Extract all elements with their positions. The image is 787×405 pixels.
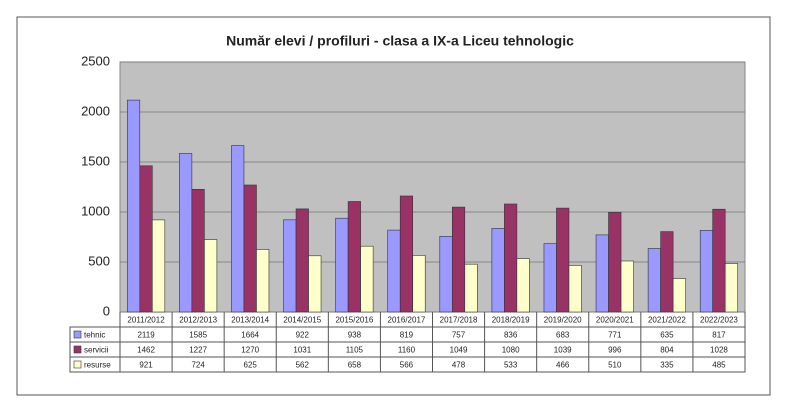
table-value: 658 xyxy=(348,361,362,370)
table-value: 1664 xyxy=(241,331,259,340)
bar xyxy=(360,245,374,313)
bar xyxy=(543,243,557,313)
bar xyxy=(231,145,245,313)
bar xyxy=(464,263,478,313)
bar xyxy=(139,165,153,313)
table-value: 1080 xyxy=(502,346,520,355)
x-tick-label: 2021/2022 xyxy=(648,316,686,325)
x-tick-label: 2022/2023 xyxy=(700,316,738,325)
bar xyxy=(399,195,414,313)
bar xyxy=(647,248,661,313)
bar xyxy=(516,258,530,313)
bar xyxy=(243,184,257,313)
table-value: 625 xyxy=(244,361,258,370)
table-value: 1031 xyxy=(293,346,311,355)
x-tick-label: 2017/2018 xyxy=(440,316,478,325)
table-value: 757 xyxy=(452,331,466,340)
bar xyxy=(712,208,726,313)
bar xyxy=(283,219,297,313)
bar xyxy=(620,260,634,313)
bar xyxy=(126,99,141,313)
table-value: 683 xyxy=(556,331,570,340)
table-value: 1585 xyxy=(189,331,207,340)
table-value: 635 xyxy=(660,331,674,340)
table-value: 478 xyxy=(452,361,466,370)
legend-swatch xyxy=(73,345,82,354)
plot-area xyxy=(119,61,746,313)
chart-title: Număr elevi / profiluri - clasa a IX-a L… xyxy=(226,33,574,49)
legend-label: servicii xyxy=(84,346,109,355)
x-tick-label: 2020/2021 xyxy=(596,316,634,325)
bar xyxy=(335,217,349,313)
table-value: 2119 xyxy=(137,331,155,340)
table-value: 724 xyxy=(191,361,205,370)
bar xyxy=(204,239,218,313)
table-value: 1160 xyxy=(398,346,416,355)
table-value: 1270 xyxy=(241,346,259,355)
bar xyxy=(504,203,518,313)
bar xyxy=(308,255,322,313)
table-value: 562 xyxy=(296,361,310,370)
table-value: 1049 xyxy=(450,346,468,355)
legend-swatch xyxy=(73,360,82,369)
table-value: 836 xyxy=(504,331,518,340)
bar xyxy=(491,228,505,313)
table-value: 335 xyxy=(660,361,674,370)
bar xyxy=(387,229,401,313)
bar xyxy=(179,153,193,313)
y-tick-label: 1000 xyxy=(81,203,110,218)
table-value: 466 xyxy=(556,361,570,370)
bar xyxy=(595,234,609,313)
bar xyxy=(295,208,309,313)
legend-label: resurse xyxy=(84,361,111,370)
x-tick-label: 2014/2015 xyxy=(283,316,321,325)
table-value: 817 xyxy=(712,331,726,340)
table-value: 921 xyxy=(139,361,153,370)
bar xyxy=(256,249,270,313)
bar xyxy=(568,265,582,313)
y-tick-label: 1500 xyxy=(81,153,110,168)
table-value: 771 xyxy=(608,331,622,340)
bar xyxy=(660,231,674,313)
bar xyxy=(412,255,426,313)
table-value: 533 xyxy=(504,361,518,370)
bar xyxy=(191,189,205,313)
legend-swatch xyxy=(73,330,82,339)
table-value: 804 xyxy=(660,346,674,355)
table-value: 1039 xyxy=(554,346,572,355)
table-value: 1462 xyxy=(137,346,155,355)
bar xyxy=(724,263,739,313)
y-tick-label: 2500 xyxy=(81,53,110,68)
table-value: 1028 xyxy=(710,346,728,355)
table-value: 819 xyxy=(400,331,414,340)
legend-label: tehnic xyxy=(84,331,105,340)
bar xyxy=(699,230,714,313)
y-tick-label: 500 xyxy=(88,253,110,268)
table-value: 485 xyxy=(712,361,726,370)
x-tick-label: 2013/2014 xyxy=(231,316,269,325)
table-value: 1227 xyxy=(189,346,207,355)
table-value: 1105 xyxy=(346,346,364,355)
x-tick-label: 2011/2012 xyxy=(127,316,165,325)
x-tick-label: 2012/2013 xyxy=(179,316,217,325)
bar xyxy=(151,219,166,313)
y-tick-label: 0 xyxy=(103,303,110,318)
table-value: 922 xyxy=(296,331,310,340)
x-tick-label: 2015/2016 xyxy=(335,316,373,325)
x-tick-label: 2018/2019 xyxy=(492,316,530,325)
table-value: 996 xyxy=(608,346,622,355)
bar xyxy=(672,278,686,313)
y-tick-label: 2000 xyxy=(81,103,110,118)
bar xyxy=(451,206,466,313)
x-tick-label: 2019/2020 xyxy=(544,316,582,325)
table-value: 510 xyxy=(608,361,622,370)
bar xyxy=(347,201,361,313)
x-tick-label: 2016/2017 xyxy=(388,316,426,325)
table-value: 938 xyxy=(348,331,362,340)
bar xyxy=(608,212,622,313)
bar xyxy=(439,236,453,313)
bar xyxy=(556,207,570,313)
table-value: 566 xyxy=(400,361,414,370)
